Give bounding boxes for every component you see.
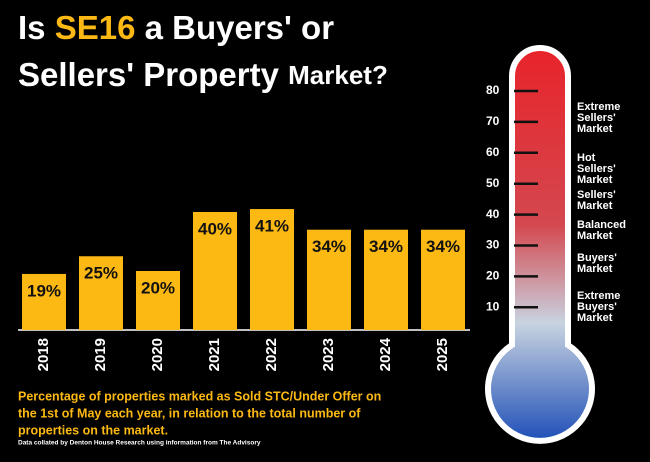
tick-label: 80: [486, 83, 500, 97]
x-tick-label: 2024: [377, 337, 394, 371]
zone-label: Sellers': [577, 189, 616, 201]
bar: [193, 212, 237, 330]
zone-label: Sellers': [577, 163, 616, 175]
zone-label: Market: [577, 312, 613, 324]
caption: properties on the market.: [18, 423, 168, 437]
data-label: 34%: [312, 237, 346, 256]
tick-label: 40: [486, 207, 500, 221]
chart-title: Sellers' Property Market?: [18, 56, 388, 93]
zone-label: Market: [577, 123, 613, 135]
tick-label: 60: [486, 145, 500, 159]
title-part: a Buyers' or: [135, 9, 334, 46]
zone-label: Buyers': [577, 252, 617, 264]
x-tick-label: 2022: [263, 338, 280, 371]
bar: [421, 229, 465, 330]
title-part: Market?: [288, 60, 388, 90]
data-label: 34%: [369, 237, 403, 256]
title-part: Is: [18, 9, 55, 46]
title-part: SE16: [55, 9, 136, 46]
tick-label: 10: [486, 299, 500, 313]
x-tick-label: 2025: [434, 338, 451, 371]
chart-title: Is SE16 a Buyers' or: [18, 9, 334, 46]
tick-label: 50: [486, 176, 500, 190]
zone-label: Market: [577, 230, 613, 242]
zone-label: Market: [577, 174, 613, 186]
bar: [79, 256, 123, 330]
data-label: 40%: [198, 219, 232, 238]
zone-label: Market: [577, 263, 613, 275]
bar: [136, 271, 180, 330]
zone-label: Extreme: [577, 290, 620, 302]
zone-label: Extreme: [577, 101, 620, 113]
x-tick-label: 2018: [35, 338, 52, 371]
tick-label: 20: [486, 269, 500, 283]
tick-label: 30: [486, 238, 500, 252]
data-label: 25%: [84, 264, 118, 283]
source: Data collated by Denton House Research u…: [18, 440, 261, 447]
data-label: 41%: [255, 217, 289, 236]
zone-label: Market: [577, 200, 613, 212]
caption: the 1st of May each year, in relation to…: [18, 406, 361, 420]
tick-label: 70: [486, 114, 500, 128]
bar: [307, 229, 351, 330]
zone-label: Hot: [577, 152, 596, 164]
x-tick-label: 2023: [320, 338, 337, 371]
zone-label: Balanced: [577, 219, 626, 231]
caption: Percentage of properties marked as Sold …: [18, 389, 381, 403]
title-part: Sellers' Property: [18, 56, 288, 93]
zone-label: Buyers': [577, 301, 617, 313]
x-tick-label: 2021: [206, 338, 223, 371]
bar: [364, 229, 408, 330]
x-tick-label: 2019: [92, 338, 109, 371]
zone-label: Sellers': [577, 112, 616, 124]
data-label: 19%: [27, 281, 61, 300]
bar: [22, 273, 66, 330]
data-label: 34%: [426, 237, 460, 256]
thermometer: [485, 45, 595, 444]
data-label: 20%: [141, 278, 175, 297]
x-tick-label: 2020: [149, 338, 166, 371]
bar: [250, 209, 294, 330]
